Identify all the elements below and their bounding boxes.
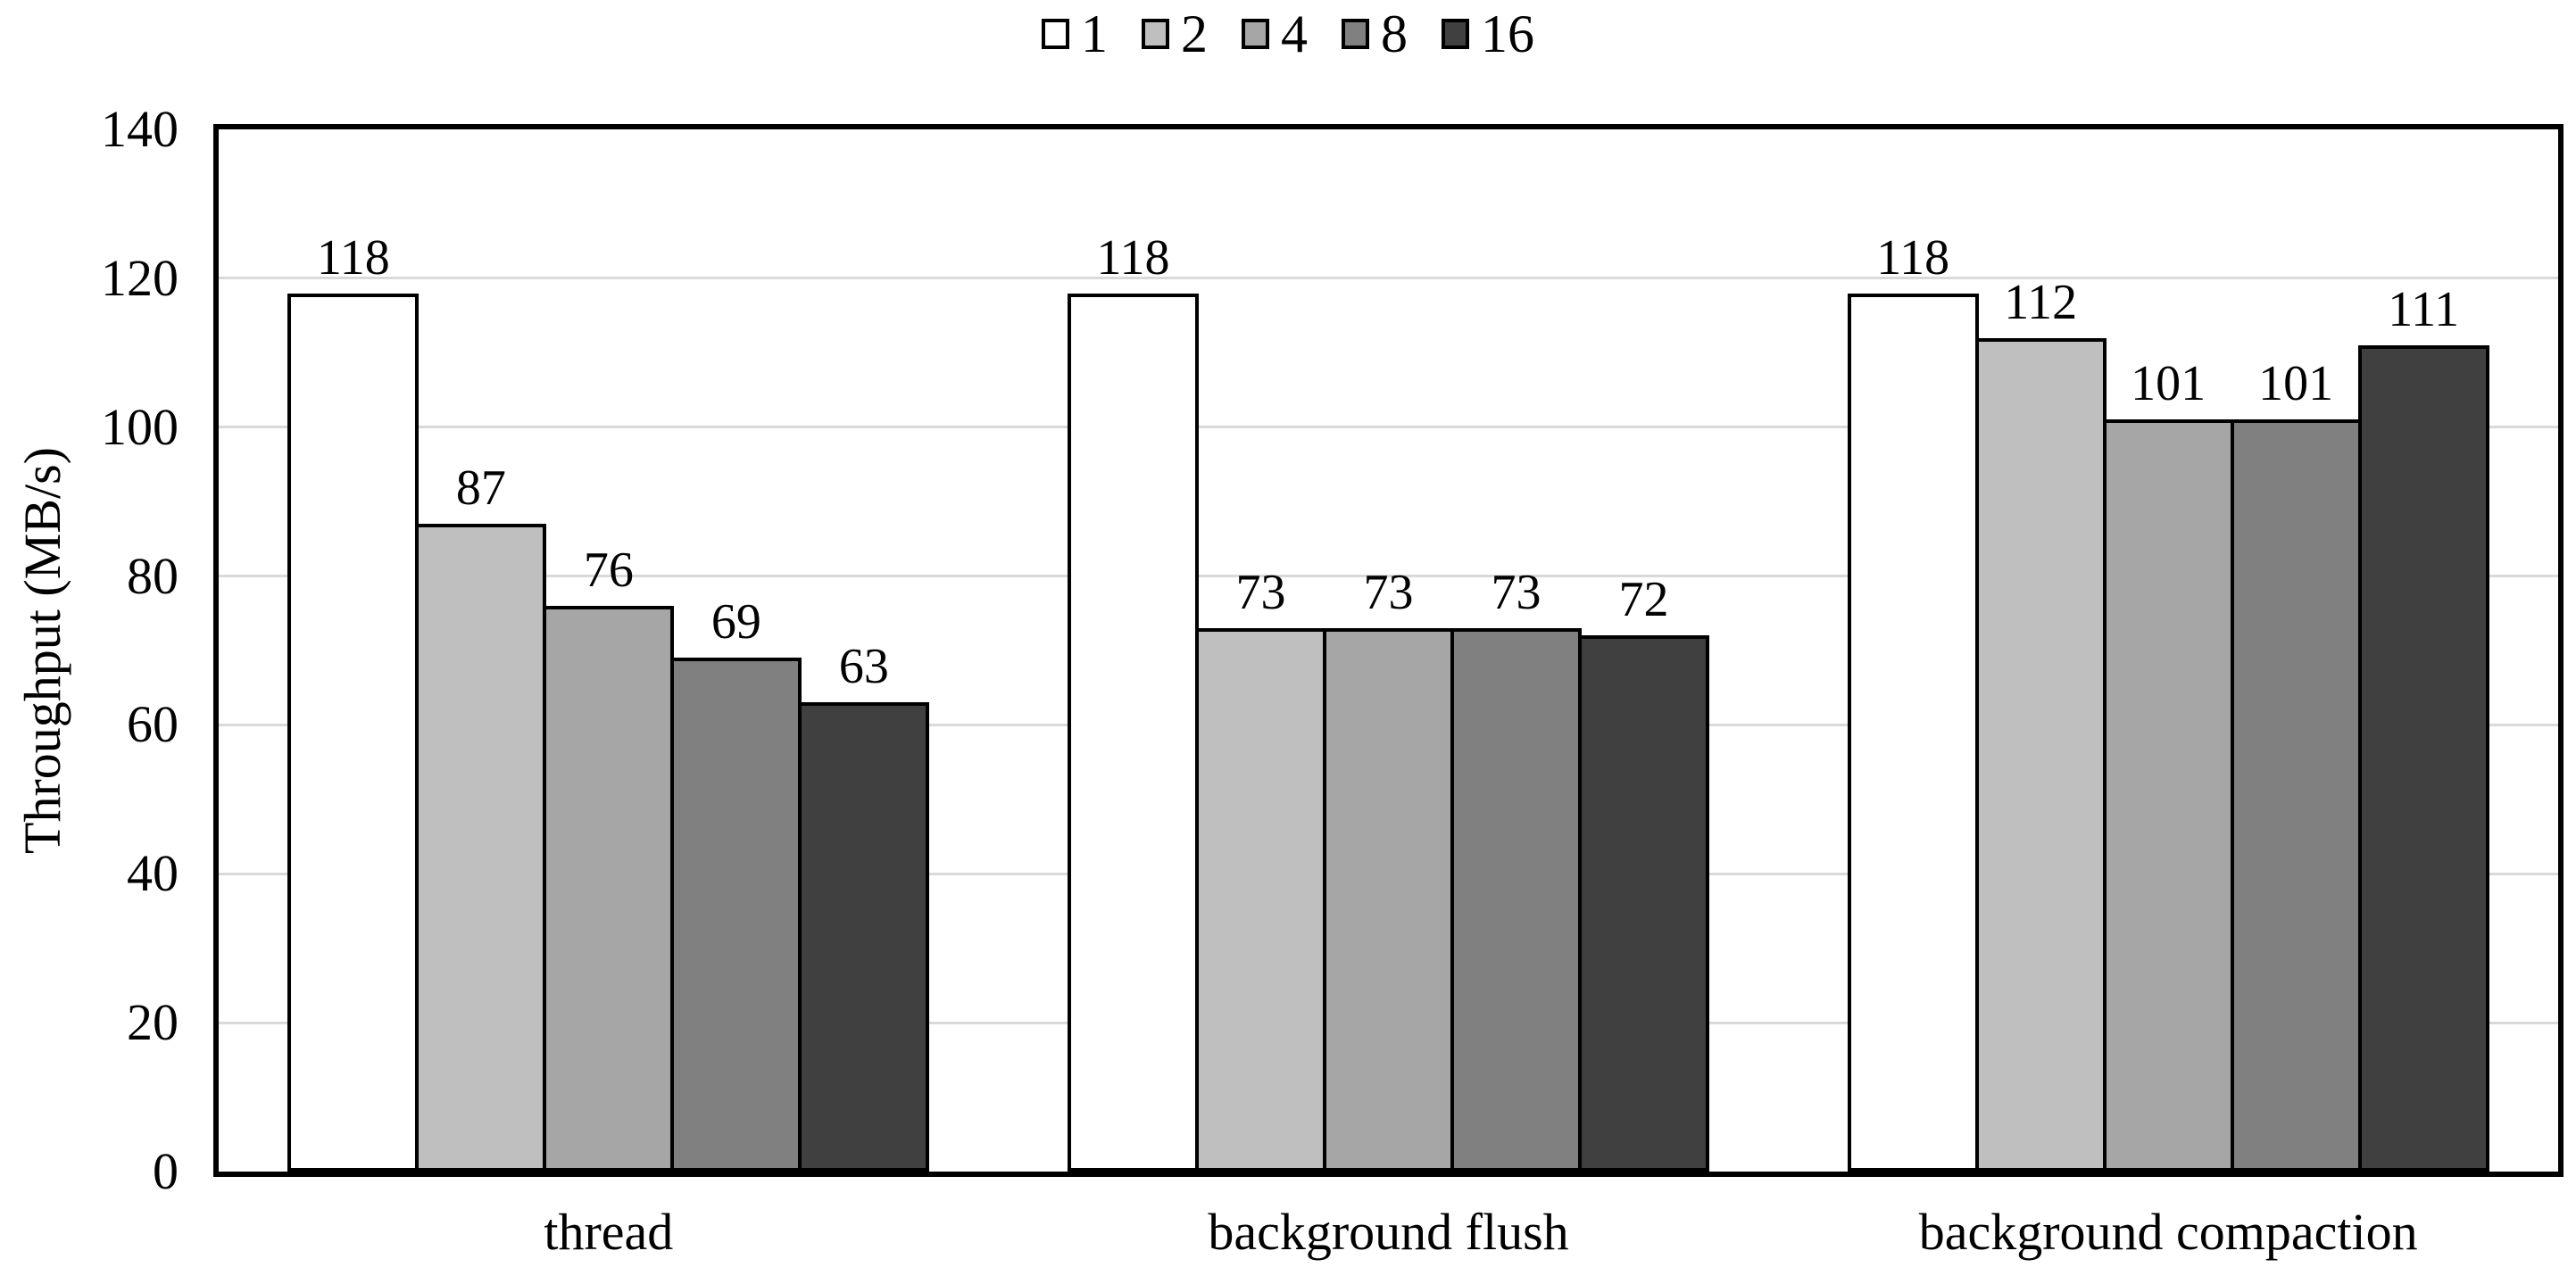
legend-swatch-icon (1142, 19, 1169, 49)
legend-item-4: 4 (1242, 7, 1308, 61)
x-category-label: background flush (1208, 1203, 1569, 1261)
gridline-120 (219, 277, 2558, 280)
legend-swatch-icon (1442, 19, 1469, 49)
legend-label: 4 (1281, 4, 1308, 63)
chart-legend: 1 2 4 8 16 (0, 7, 2576, 61)
bar-background-flush-4 (1323, 627, 1454, 1172)
bar-background-compaction-16 (2357, 344, 2489, 1172)
legend-item-2: 2 (1142, 7, 1208, 61)
y-tick-label-100: 100 (101, 397, 179, 456)
y-tick-label-40: 40 (127, 844, 179, 903)
bar-value-label: 73 (1491, 564, 1541, 620)
legend-item-8: 8 (1342, 7, 1408, 61)
bar-thread-2 (415, 524, 547, 1172)
legend-label: 1 (1081, 4, 1108, 63)
legend-swatch-icon (1342, 19, 1369, 49)
y-tick-label-0: 0 (153, 1142, 179, 1200)
gridline-100 (219, 426, 2558, 429)
legend-item-16: 16 (1442, 7, 1534, 61)
bar-value-label: 73 (1363, 564, 1414, 620)
bar-value-label: 118 (1876, 229, 1950, 286)
gridline-80 (219, 575, 2558, 578)
legend-label: 16 (1481, 4, 1534, 63)
bar-thread-16 (798, 702, 930, 1172)
y-tick-label-80: 80 (127, 546, 179, 605)
legend-item-1: 1 (1042, 7, 1108, 61)
bar-background-flush-16 (1578, 635, 1709, 1172)
y-tick-label-60: 60 (127, 695, 179, 754)
bar-value-label: 69 (710, 594, 761, 650)
y-tick-label-140: 140 (101, 100, 179, 158)
legend-swatch-icon (1042, 19, 1069, 49)
bar-background-compaction-2 (1974, 337, 2107, 1172)
bar-value-label: 63 (838, 639, 889, 695)
legend-label: 2 (1181, 4, 1208, 63)
bar-value-label: 111 (2388, 281, 2460, 337)
bar-value-label: 101 (2258, 356, 2334, 412)
bar-background-compaction-1 (1847, 293, 1979, 1172)
bar-value-label: 72 (1618, 572, 1669, 628)
legend-label: 8 (1381, 4, 1408, 63)
bar-value-label: 76 (583, 542, 634, 598)
legend-swatch-icon (1242, 19, 1269, 49)
bar-value-label: 73 (1235, 564, 1286, 620)
bar-value-label: 112 (2004, 274, 2078, 330)
x-category-label: thread (544, 1203, 674, 1261)
bar-background-flush-2 (1195, 627, 1326, 1172)
bar-background-flush-1 (1068, 293, 1199, 1172)
y-tick-label-20: 20 (127, 993, 179, 1052)
bar-background-flush-8 (1450, 627, 1582, 1172)
bar-value-label: 118 (1096, 229, 1170, 286)
plot-area (213, 124, 2564, 1177)
bar-value-label: 87 (455, 460, 506, 517)
bar-thread-1 (287, 293, 420, 1172)
bar-thread-4 (543, 605, 675, 1172)
x-category-label: background compaction (1918, 1203, 2418, 1261)
bar-background-compaction-4 (2102, 419, 2234, 1172)
bar-value-label: 118 (316, 229, 390, 286)
bar-thread-8 (670, 658, 802, 1172)
y-axis-title: Throughput (MB/s) (13, 447, 71, 854)
bar-background-compaction-8 (2230, 419, 2362, 1172)
bar-value-label: 101 (2131, 356, 2206, 412)
y-tick-label-120: 120 (101, 248, 179, 307)
